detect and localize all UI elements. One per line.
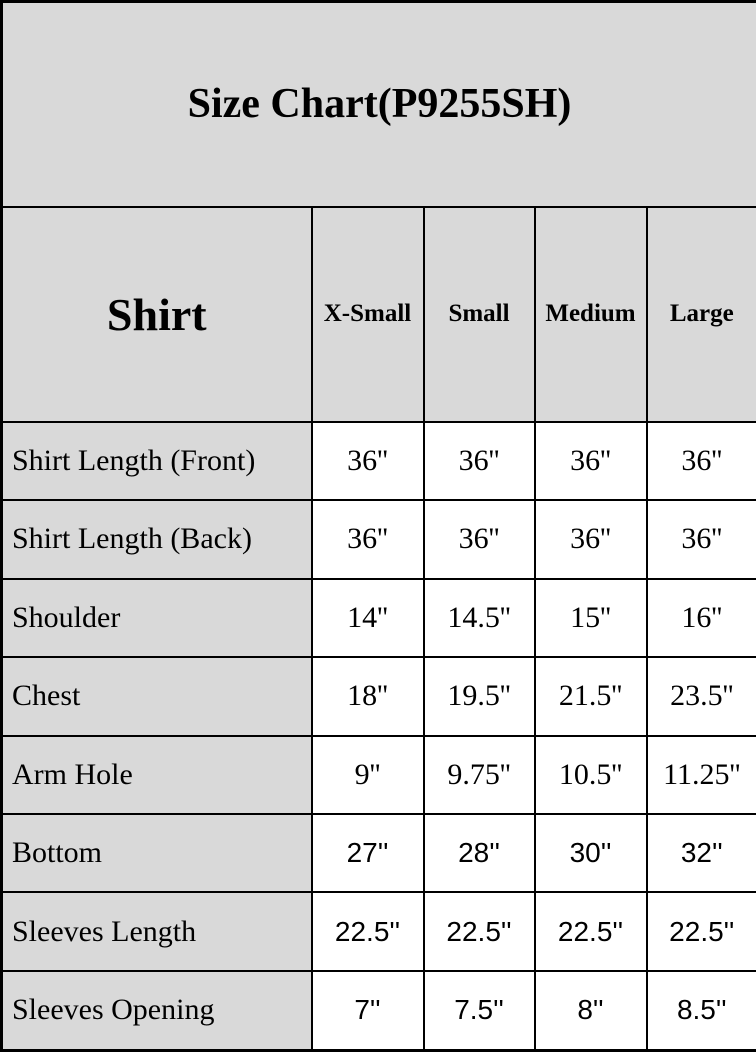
row-label: Chest <box>0 656 313 737</box>
size-value: 15'' <box>533 577 648 659</box>
table-row: Shirt Length (Back) 36'' 36'' 36'' 36'' <box>0 499 756 580</box>
size-value: 16'' <box>645 577 756 659</box>
column-header-small: Small <box>422 205 536 423</box>
size-value: 11.25'' <box>645 734 756 815</box>
size-value: 9'' <box>310 734 425 815</box>
table-row: Shoulder 14'' 14.5'' 15'' 16'' <box>0 577 756 659</box>
column-header-medium: Medium <box>533 205 648 423</box>
row-label: Shirt Length (Back) <box>0 499 313 580</box>
header-row: Shirt X-Small Small Medium Large <box>0 205 756 423</box>
row-label: Sleeves Opening <box>0 969 313 1052</box>
table-row: Sleeves Length 22.5'' 22.5'' 22.5'' 22.5… <box>0 891 756 972</box>
size-value: 36'' <box>533 499 648 580</box>
column-header-x-small: X-Small <box>310 205 425 423</box>
chart-title: Size Chart(P9255SH) <box>0 0 756 208</box>
table-row: Bottom 27'' 28'' 30'' 32'' <box>0 812 756 894</box>
size-value: 23.5'' <box>645 656 756 737</box>
size-value: 8'' <box>533 969 648 1052</box>
row-label: Shoulder <box>0 577 313 659</box>
size-value: 22.5'' <box>533 891 648 972</box>
size-value: 22.5'' <box>310 891 425 972</box>
size-value: 9.75'' <box>422 734 536 815</box>
row-label: Bottom <box>0 812 313 894</box>
size-value: 28'' <box>422 812 536 894</box>
size-value: 30'' <box>533 812 648 894</box>
row-label: Arm Hole <box>0 734 313 815</box>
title-row: Size Chart(P9255SH) <box>0 0 756 208</box>
row-label: Sleeves Length <box>0 891 313 972</box>
size-value: 27'' <box>310 812 425 894</box>
row-label: Shirt Length (Front) <box>0 420 313 502</box>
size-value: 14.5'' <box>422 577 536 659</box>
size-value: 22.5'' <box>645 891 756 972</box>
size-value: 14'' <box>310 577 425 659</box>
size-value: 19.5'' <box>422 656 536 737</box>
size-value: 8.5'' <box>645 969 756 1052</box>
table-row: Arm Hole 9'' 9.75'' 10.5'' 11.25'' <box>0 734 756 815</box>
size-value: 36'' <box>422 499 536 580</box>
size-value: 7'' <box>310 969 425 1052</box>
size-value: 36'' <box>645 420 756 502</box>
size-value: 36'' <box>533 420 648 502</box>
size-value: 21.5'' <box>533 656 648 737</box>
corner-label-shirt: Shirt <box>0 205 313 423</box>
table-row: Chest 18'' 19.5'' 21.5'' 23.5'' <box>0 656 756 737</box>
size-value: 36'' <box>310 420 425 502</box>
size-value: 36'' <box>310 499 425 580</box>
size-value: 36'' <box>422 420 536 502</box>
column-header-large: Large <box>645 205 756 423</box>
table-row: Sleeves Opening 7'' 7.5'' 8'' 8.5'' <box>0 969 756 1052</box>
size-value: 10.5'' <box>533 734 648 815</box>
size-value: 36'' <box>645 499 756 580</box>
size-value: 18'' <box>310 656 425 737</box>
table-row: Shirt Length (Front) 36'' 36'' 36'' 36'' <box>0 420 756 502</box>
size-value: 22.5'' <box>422 891 536 972</box>
size-value: 32'' <box>645 812 756 894</box>
size-value: 7.5'' <box>422 969 536 1052</box>
